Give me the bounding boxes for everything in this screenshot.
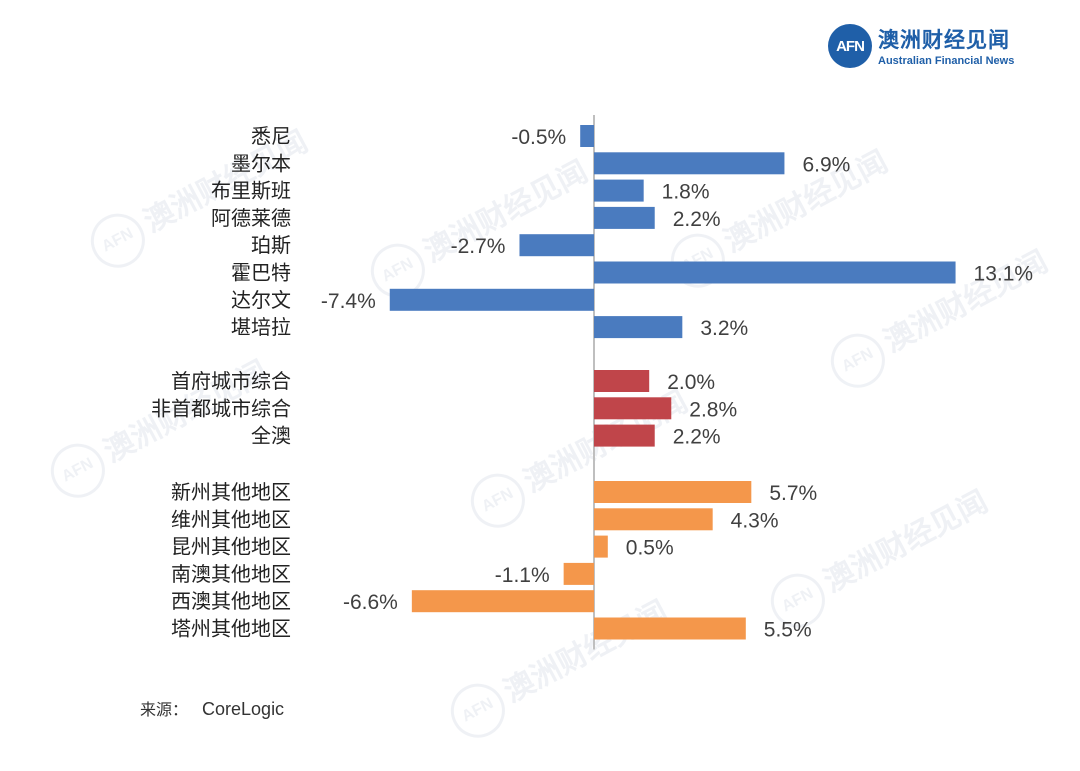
data-label: 0.5% <box>626 537 674 560</box>
data-bar <box>594 617 746 640</box>
brand-name-cn: 澳洲财经见闻 <box>878 28 1010 52</box>
afn-logo-icon: AFN <box>828 24 872 68</box>
category-label: 悉尼 <box>251 124 291 148</box>
data-label: 1.8% <box>662 181 710 204</box>
data-bar <box>563 562 594 585</box>
data-bar <box>594 316 683 339</box>
category-label: 布里斯班 <box>211 179 291 203</box>
source-value: CoreLogic <box>202 699 285 719</box>
data-label: 2.8% <box>689 398 737 421</box>
data-label: -7.4% <box>321 290 376 313</box>
source-label: 来源： <box>140 700 189 719</box>
data-label: 2.2% <box>673 426 721 449</box>
brand-logo: AFN 澳洲财经见闻 Australian Financial News <box>828 24 1068 74</box>
data-bar <box>594 481 752 503</box>
data-bar <box>389 288 594 311</box>
data-label: 3.2% <box>700 317 748 340</box>
data-bar <box>580 125 594 147</box>
brand-name-en: Australian Financial News <box>878 55 1015 67</box>
category-label: 霍巴特 <box>231 261 291 285</box>
category-label: 维州其他地区 <box>171 507 291 531</box>
data-label: 2.0% <box>667 371 715 394</box>
data-label: 5.7% <box>769 482 817 505</box>
data-bar <box>594 508 713 531</box>
data-bar <box>594 397 672 420</box>
data-bar <box>594 535 608 558</box>
data-bar <box>594 206 655 229</box>
category-label: 阿德莱德 <box>211 206 291 230</box>
category-label: 非首都城市综合 <box>151 396 291 420</box>
category-label: 堪培拉 <box>231 315 291 339</box>
data-label: -0.5% <box>511 126 566 149</box>
category-label: 西澳其他地区 <box>171 589 291 613</box>
data-bar <box>594 261 956 284</box>
data-label: -2.7% <box>451 235 506 258</box>
data-bar <box>594 152 785 175</box>
data-bar <box>411 590 594 613</box>
category-label: 昆州其他地区 <box>171 535 291 559</box>
source-note: 来源： CoreLogic <box>140 696 284 720</box>
data-label: 2.2% <box>673 208 721 231</box>
category-label: 南澳其他地区 <box>171 562 291 586</box>
category-label: 全澳 <box>251 424 291 448</box>
category-label: 珀斯 <box>251 233 291 257</box>
category-label: 首府城市综合 <box>171 369 291 393</box>
category-label: 塔州其他地区 <box>171 617 291 641</box>
data-label: -1.1% <box>495 564 550 587</box>
data-bar <box>594 370 650 392</box>
data-bar <box>594 424 655 447</box>
data-label: 5.5% <box>764 619 812 642</box>
category-label: 墨尔本 <box>231 151 291 175</box>
category-label: 达尔文 <box>231 288 291 312</box>
data-label: 13.1% <box>974 263 1034 286</box>
category-label: 新州其他地区 <box>171 480 291 504</box>
data-bar <box>594 179 644 202</box>
data-label: 6.9% <box>802 153 850 176</box>
data-bar <box>519 234 594 257</box>
data-label: 4.3% <box>731 509 779 532</box>
data-label: -6.6% <box>343 591 398 614</box>
